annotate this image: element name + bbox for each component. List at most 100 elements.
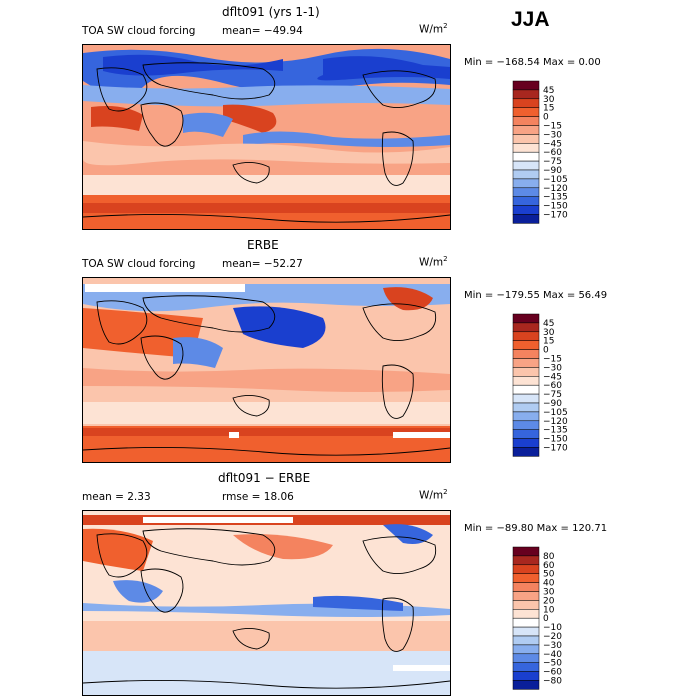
panel2-field-label: TOA SW cloud forcing	[82, 258, 196, 270]
colorbar-swatch	[512, 393, 540, 404]
colorbar-swatch	[512, 205, 540, 215]
colorbar-tick-label: −120	[543, 417, 568, 427]
colorbar-tick-label: −45	[543, 139, 562, 149]
colorbar-svg: 4530150−15−30−45−60−75−90−105−120−135−15…	[512, 80, 568, 224]
colorbar-tick-label: −45	[543, 372, 562, 382]
colorbar-tick-label: −150	[543, 202, 568, 212]
colorbar-swatch	[512, 600, 540, 610]
colorbar-swatch	[512, 384, 540, 395]
colorbar-swatch	[512, 160, 540, 171]
colorbar-swatch	[512, 151, 540, 162]
colorbar-swatch	[512, 116, 540, 126]
panel1-mean: mean= −49.94	[222, 25, 303, 37]
colorbar-tick-label: −60	[543, 381, 562, 391]
colorbar-swatch	[512, 349, 540, 359]
colorbar-tick-label: −30	[543, 130, 562, 140]
colorbar-tick-label: 30	[543, 95, 555, 105]
colorbar-swatch	[512, 358, 540, 368]
colorbar-tick-label: −90	[543, 399, 562, 409]
panel1-minmax: Min = −168.54 Max = 0.00	[464, 57, 601, 68]
colorbar-swatch	[512, 367, 540, 377]
colorbar-tick-label: 45	[543, 86, 554, 96]
panel3-colorbar: 80 60 50 40 30 20 10 0 −10 −20 −30 −40 −50 −60 −80	[512, 546, 603, 691]
colorbar-tick-label: −10	[543, 623, 562, 633]
panel2-units: W/m2	[419, 255, 448, 269]
colorbar-swatch	[512, 196, 540, 206]
colorbar-tick-label: 60	[543, 561, 555, 571]
panel3-units: W/m2	[419, 488, 448, 502]
colorbar-tick-label: 15	[543, 104, 554, 114]
colorbar-swatch	[512, 125, 540, 135]
panel1-map-field	[83, 45, 450, 229]
colorbar-swatch	[512, 322, 540, 333]
season-label: JJA	[511, 8, 550, 31]
colorbar-tick-label: −105	[543, 175, 568, 185]
colorbar-swatch	[512, 564, 540, 574]
colorbar-swatch	[512, 402, 540, 413]
colorbar-swatch	[512, 626, 540, 637]
panel1-map	[82, 44, 451, 230]
colorbar-tick-label: −120	[543, 184, 568, 194]
panel3-minmax: Min = −89.80 Max = 120.71	[464, 523, 608, 534]
colorbar-swatch	[512, 80, 540, 91]
colorbar-swatch	[512, 214, 540, 224]
colorbar-tick-label: 10	[543, 605, 555, 615]
panel1-field-label: TOA SW cloud forcing	[82, 25, 196, 37]
colorbar-swatch	[512, 376, 540, 386]
colorbar-tick-label: −15	[543, 122, 562, 132]
colorbar-swatch	[512, 573, 540, 583]
panel2-minmax: Min = −179.55 Max = 56.49	[464, 290, 608, 301]
panel2-map-field	[83, 278, 450, 462]
colorbar-tick-label: −75	[543, 157, 562, 167]
colorbar-tick-label: −135	[543, 193, 568, 203]
panel3-title: dflt091 − ERBE	[218, 471, 311, 485]
colorbar-tick-label: −90	[543, 166, 562, 176]
colorbar-tick-label: −40	[543, 650, 562, 660]
colorbar-swatch	[512, 340, 540, 350]
colorbar-tick-label: −80	[543, 677, 562, 687]
colorbar-swatch	[512, 617, 540, 628]
colorbar-swatch	[512, 644, 540, 655]
panel3-map-field	[83, 511, 450, 695]
colorbar-swatch	[512, 591, 540, 601]
colorbar-tick-label: −135	[543, 426, 568, 436]
colorbar-tick-label: −30	[543, 641, 562, 651]
colorbar-tick-label: 45	[543, 319, 554, 329]
colorbar-swatch	[512, 89, 540, 100]
panel3-mean: mean = 2.33	[82, 491, 151, 503]
colorbar-swatch	[512, 143, 540, 153]
colorbar-swatch	[512, 429, 540, 439]
colorbar-swatch	[512, 680, 540, 690]
colorbar-swatch	[512, 411, 540, 422]
colorbar-swatch	[512, 178, 540, 189]
colorbar-tick-label: 15	[543, 337, 554, 347]
colorbar-tick-label: −15	[543, 355, 562, 365]
colorbar-tick-label: 30	[543, 328, 555, 338]
colorbar-swatch	[512, 420, 540, 430]
colorbar-tick-label: 0	[543, 113, 549, 123]
colorbar-tick-label: −105	[543, 408, 568, 418]
panel2-title: ERBE	[247, 238, 279, 252]
panel2-mean: mean= −52.27	[222, 258, 303, 270]
panel1-units: W/m2	[419, 22, 448, 36]
panel1-title: dflt091 (yrs 1-1)	[222, 5, 320, 19]
colorbar-swatch	[512, 331, 540, 341]
colorbar-tick-label: 50	[543, 570, 555, 580]
colorbar-swatch	[512, 107, 540, 117]
colorbar-tick-label: −50	[543, 659, 562, 669]
panel3-rmse: rmse = 18.06	[222, 491, 294, 503]
colorbar-swatch	[512, 447, 540, 457]
colorbar-swatch	[512, 438, 540, 448]
colorbar-tick-label: −170	[543, 444, 568, 454]
colorbar-swatch	[512, 653, 540, 663]
colorbar-swatch	[512, 582, 540, 592]
colorbar-tick-label: −75	[543, 390, 562, 400]
colorbar-svg: 4530150−15−30−45−60−75−90−105−120−135−15…	[512, 313, 568, 457]
colorbar-tick-label: −150	[543, 435, 568, 445]
colorbar-tick-label: −30	[543, 363, 562, 373]
colorbar-swatch	[512, 662, 540, 672]
colorbar-tick-label: 0	[543, 614, 549, 624]
colorbar-tick-label: −60	[543, 668, 562, 678]
colorbar-swatch	[512, 169, 540, 180]
